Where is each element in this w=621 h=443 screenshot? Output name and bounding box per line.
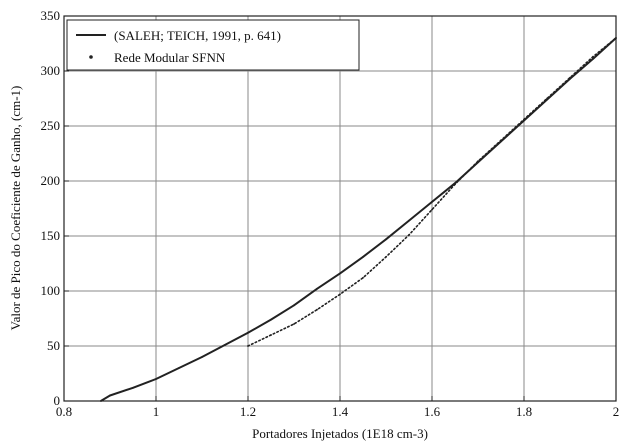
legend-label-sfnn: Rede Modular SFNN [114, 50, 226, 65]
legend-marker-sfnn [89, 55, 93, 59]
data-point-saleh [362, 256, 364, 258]
data-point-saleh [178, 367, 180, 369]
data-point-saleh [293, 304, 295, 307]
data-point-saleh [155, 378, 157, 380]
series-line-sfnn [247, 37, 617, 347]
y-tick-label: 0 [54, 393, 61, 408]
data-point-sfnn [546, 97, 548, 100]
data-point-saleh [109, 394, 111, 397]
x-tick-label: 1.6 [424, 404, 441, 419]
x-axis-ticks: 0.8 1 1.2 1.4 1.6 1.8 2 [56, 396, 619, 419]
legend: (SALEH; TEICH, 1991, p. 641) Rede Modula… [66, 19, 360, 71]
data-point-sfnn [247, 345, 249, 347]
y-axis-title: Valor de Pico do Coeficiente de Ganho, (… [8, 86, 23, 331]
data-point-saleh [431, 201, 433, 203]
x-tick-label: 1.8 [516, 404, 532, 419]
legend-box [66, 19, 360, 71]
data-point-saleh [270, 318, 272, 321]
data-point-sfnn [362, 276, 364, 279]
data-point-saleh [592, 58, 594, 60]
data-point-sfnn [592, 55, 594, 58]
data-point-sfnn [569, 76, 571, 79]
data-point-sfnn [385, 256, 387, 258]
data-point-saleh [247, 331, 249, 334]
y-tick-label: 300 [41, 63, 61, 78]
data-point-sfnn [270, 334, 272, 336]
y-tick-label: 100 [41, 283, 61, 298]
y-tick-label: 150 [41, 228, 61, 243]
data-point-saleh [132, 386, 134, 389]
data-point-sfnn [500, 139, 502, 142]
data-point-sfnn [431, 208, 433, 211]
data-point-saleh [385, 238, 387, 241]
data-point-saleh [339, 272, 341, 275]
data-point-saleh [316, 287, 318, 290]
x-axis-title: Portadores Injetados (1E18 cm-3) [252, 426, 428, 441]
y-tick-label: 50 [47, 338, 60, 353]
data-point-sfnn [339, 293, 341, 296]
data-point-sfnn [316, 308, 318, 311]
y-tick-label: 250 [41, 118, 61, 133]
x-tick-label: 1.2 [240, 404, 256, 419]
y-tick-label: 200 [41, 173, 61, 188]
data-point-saleh [201, 356, 203, 358]
data-point-saleh [224, 344, 226, 346]
series-layer [99, 37, 617, 402]
data-point-sfnn [454, 183, 456, 186]
data-point-sfnn [293, 323, 295, 325]
legend-label-saleh: (SALEH; TEICH, 1991, p. 641) [114, 28, 281, 43]
data-point-sfnn [408, 234, 410, 236]
y-tick-label: 350 [41, 8, 61, 23]
series-line-saleh [100, 37, 617, 402]
x-tick-label: 2 [613, 404, 620, 419]
x-tick-label: 0.8 [56, 404, 72, 419]
x-tick-label: 1.4 [332, 404, 349, 419]
y-axis-ticks: 0 50 100 150 200 250 300 350 [41, 8, 69, 408]
x-tick-label: 1 [153, 404, 160, 419]
data-point-sfnn [523, 118, 525, 121]
data-point-sfnn [477, 160, 479, 163]
data-point-saleh [408, 219, 410, 222]
